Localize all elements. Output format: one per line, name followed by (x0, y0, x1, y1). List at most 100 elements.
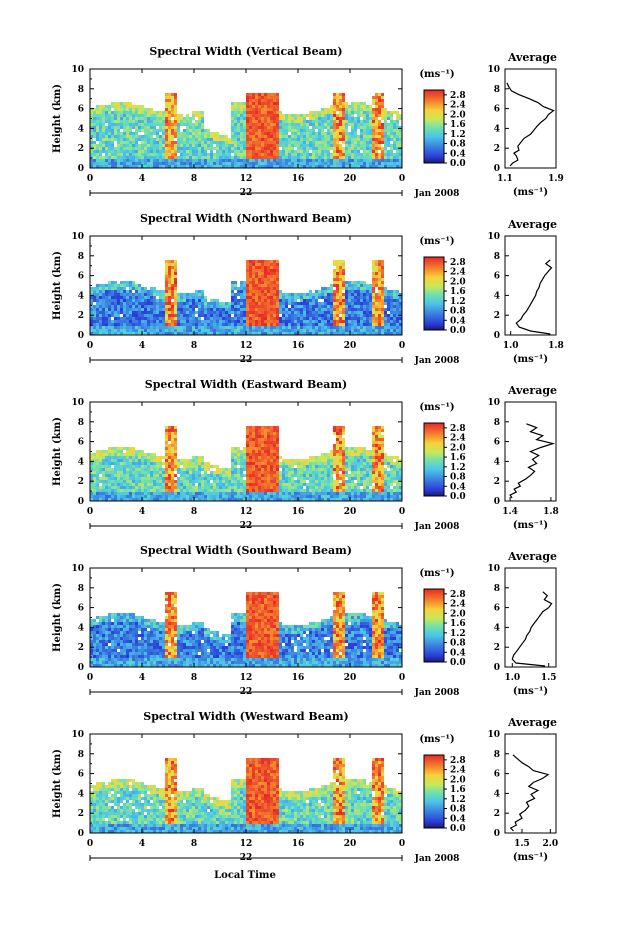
heatmap-cell (390, 296, 393, 299)
heatmap-cell (255, 305, 258, 308)
heatmap-cell (177, 471, 180, 474)
heatmap-cell (255, 165, 258, 168)
heatmap-cell (315, 150, 318, 153)
heatmap-cell (114, 114, 117, 117)
heatmap-cell (132, 332, 135, 335)
heatmap-cell (210, 150, 213, 153)
heatmap-cell (225, 138, 228, 141)
heatmap-cell (102, 305, 105, 308)
heatmap-cell (111, 305, 114, 308)
heatmap-cell (378, 138, 381, 141)
heatmap-cell (123, 453, 126, 456)
heatmap-cell (180, 296, 183, 299)
heatmap-cell (141, 290, 144, 293)
heatmap-cell (261, 120, 264, 123)
heatmap-cell (372, 290, 375, 293)
heatmap-cell (174, 453, 177, 456)
heatmap-cell (111, 302, 114, 305)
heatmap-cell (138, 299, 141, 302)
heatmap-cell (237, 326, 240, 329)
heatmap-cell (330, 165, 333, 168)
heatmap-cell (339, 111, 342, 114)
heatmap-cell (174, 162, 177, 165)
heatmap-cell (147, 492, 150, 495)
heatmap-cell (159, 465, 162, 468)
heatmap-cell (129, 105, 132, 108)
heatmap-cell (192, 302, 195, 305)
heatmap-cell (351, 150, 354, 153)
heatmap-cell (360, 156, 363, 159)
heatmap-cell (240, 129, 243, 132)
heatmap-cell (102, 165, 105, 168)
heatmap-cell (354, 332, 357, 335)
heatmap-cell (114, 320, 117, 323)
heatmap-cell (324, 287, 327, 290)
heatmap-cell (366, 305, 369, 308)
heatmap-cell (351, 311, 354, 314)
heatmap-cell (141, 126, 144, 129)
heatmap-cell (279, 117, 282, 120)
heatmap-cell (201, 311, 204, 314)
heatmap-cell (171, 120, 174, 123)
heatmap-cell (102, 489, 105, 492)
heatmap-cell (129, 465, 132, 468)
heatmap-cell (261, 293, 264, 296)
heatmap-cell (96, 332, 99, 335)
heatmap-cell (159, 147, 162, 150)
heatmap-cell (366, 159, 369, 162)
heatmap-cell (156, 165, 159, 168)
heatmap-cell (354, 302, 357, 305)
heatmap-cell (381, 105, 384, 108)
heatmap-cell (141, 495, 144, 498)
heatmap-cell (240, 459, 243, 462)
heatmap-cell (315, 296, 318, 299)
heatmap-cell (372, 323, 375, 326)
heatmap-cell (378, 314, 381, 317)
heatmap-cell (384, 329, 387, 332)
heatmap-cell (150, 492, 153, 495)
heatmap-cell (255, 489, 258, 492)
heatmap-cell (288, 147, 291, 150)
heatmap-cell (129, 132, 132, 135)
heatmap-cell (381, 99, 384, 102)
heatmap-cell (303, 299, 306, 302)
heatmap-cell (198, 153, 201, 156)
heatmap-cell (96, 159, 99, 162)
heatmap-cell (171, 483, 174, 486)
heatmap-cell (357, 105, 360, 108)
heatmap-cell (279, 138, 282, 141)
heatmap-cell (123, 465, 126, 468)
heatmap-cell (270, 281, 273, 284)
heatmap-cell (369, 159, 372, 162)
heatmap-cell (312, 132, 315, 135)
heatmap-cell (348, 323, 351, 326)
profile-y-tick-label: 10 (487, 232, 500, 242)
heatmap-cell (138, 308, 141, 311)
heatmap-cell (99, 462, 102, 465)
heatmap-cell (249, 120, 252, 123)
heatmap-cell (291, 153, 294, 156)
heatmap-cell (231, 129, 234, 132)
heatmap-cell (177, 135, 180, 138)
heatmap-cell (147, 453, 150, 456)
heatmap-cell (300, 314, 303, 317)
heatmap-cell (159, 120, 162, 123)
heatmap-cell (102, 483, 105, 486)
heatmap-cell (249, 281, 252, 284)
heatmap-cell (309, 332, 312, 335)
heatmap-cell (294, 114, 297, 117)
heatmap-cell (195, 462, 198, 465)
heatmap-cell (252, 465, 255, 468)
heatmap-cell (246, 102, 249, 105)
heatmap-cell (90, 326, 93, 329)
heatmap-cell (255, 111, 258, 114)
heatmap-cell (327, 162, 330, 165)
heatmap-cell (360, 296, 363, 299)
heatmap-cell (204, 156, 207, 159)
heatmap-cell (303, 138, 306, 141)
heatmap-cell (252, 492, 255, 495)
heatmap-cell (237, 132, 240, 135)
heatmap-cell (291, 156, 294, 159)
heatmap-cell (165, 111, 168, 114)
heatmap-cell (141, 144, 144, 147)
